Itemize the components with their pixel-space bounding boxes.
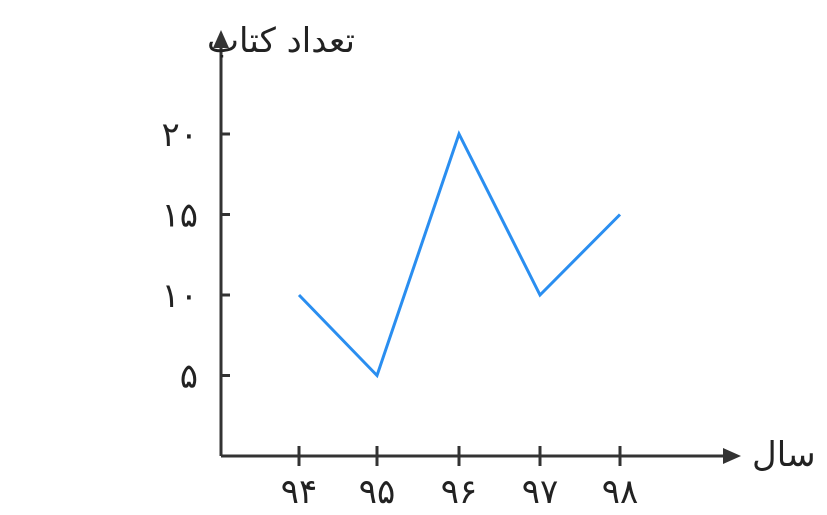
y-tick-label: ۱۵	[161, 196, 198, 236]
x-tick-label: ۹۴	[281, 472, 318, 512]
x-axis-title: سال	[752, 435, 816, 475]
axes: تعداد کتاب سال	[207, 21, 816, 475]
y-tick-label: ۵	[180, 357, 198, 397]
x-tick-label: ۹۵	[359, 472, 396, 512]
series	[297, 130, 622, 379]
x-tick-label: ۹۸	[602, 472, 639, 512]
series-line	[297, 130, 622, 379]
x-tick-label: ۹۶	[441, 472, 478, 512]
y-axis-title: تعداد کتاب	[207, 21, 355, 61]
y-tick-label: ۲۰	[161, 115, 198, 155]
y-axis-arrow-icon	[213, 30, 229, 48]
ticks: ۵ ۱۰ ۱۵ ۲۰ ۹۴ ۹۵ ۹۶ ۹۷ ۹۸	[161, 115, 638, 512]
y-tick-label: ۱۰	[161, 276, 198, 316]
x-tick-label: ۹۷	[522, 472, 559, 512]
x-axis-arrow-icon	[723, 448, 741, 464]
